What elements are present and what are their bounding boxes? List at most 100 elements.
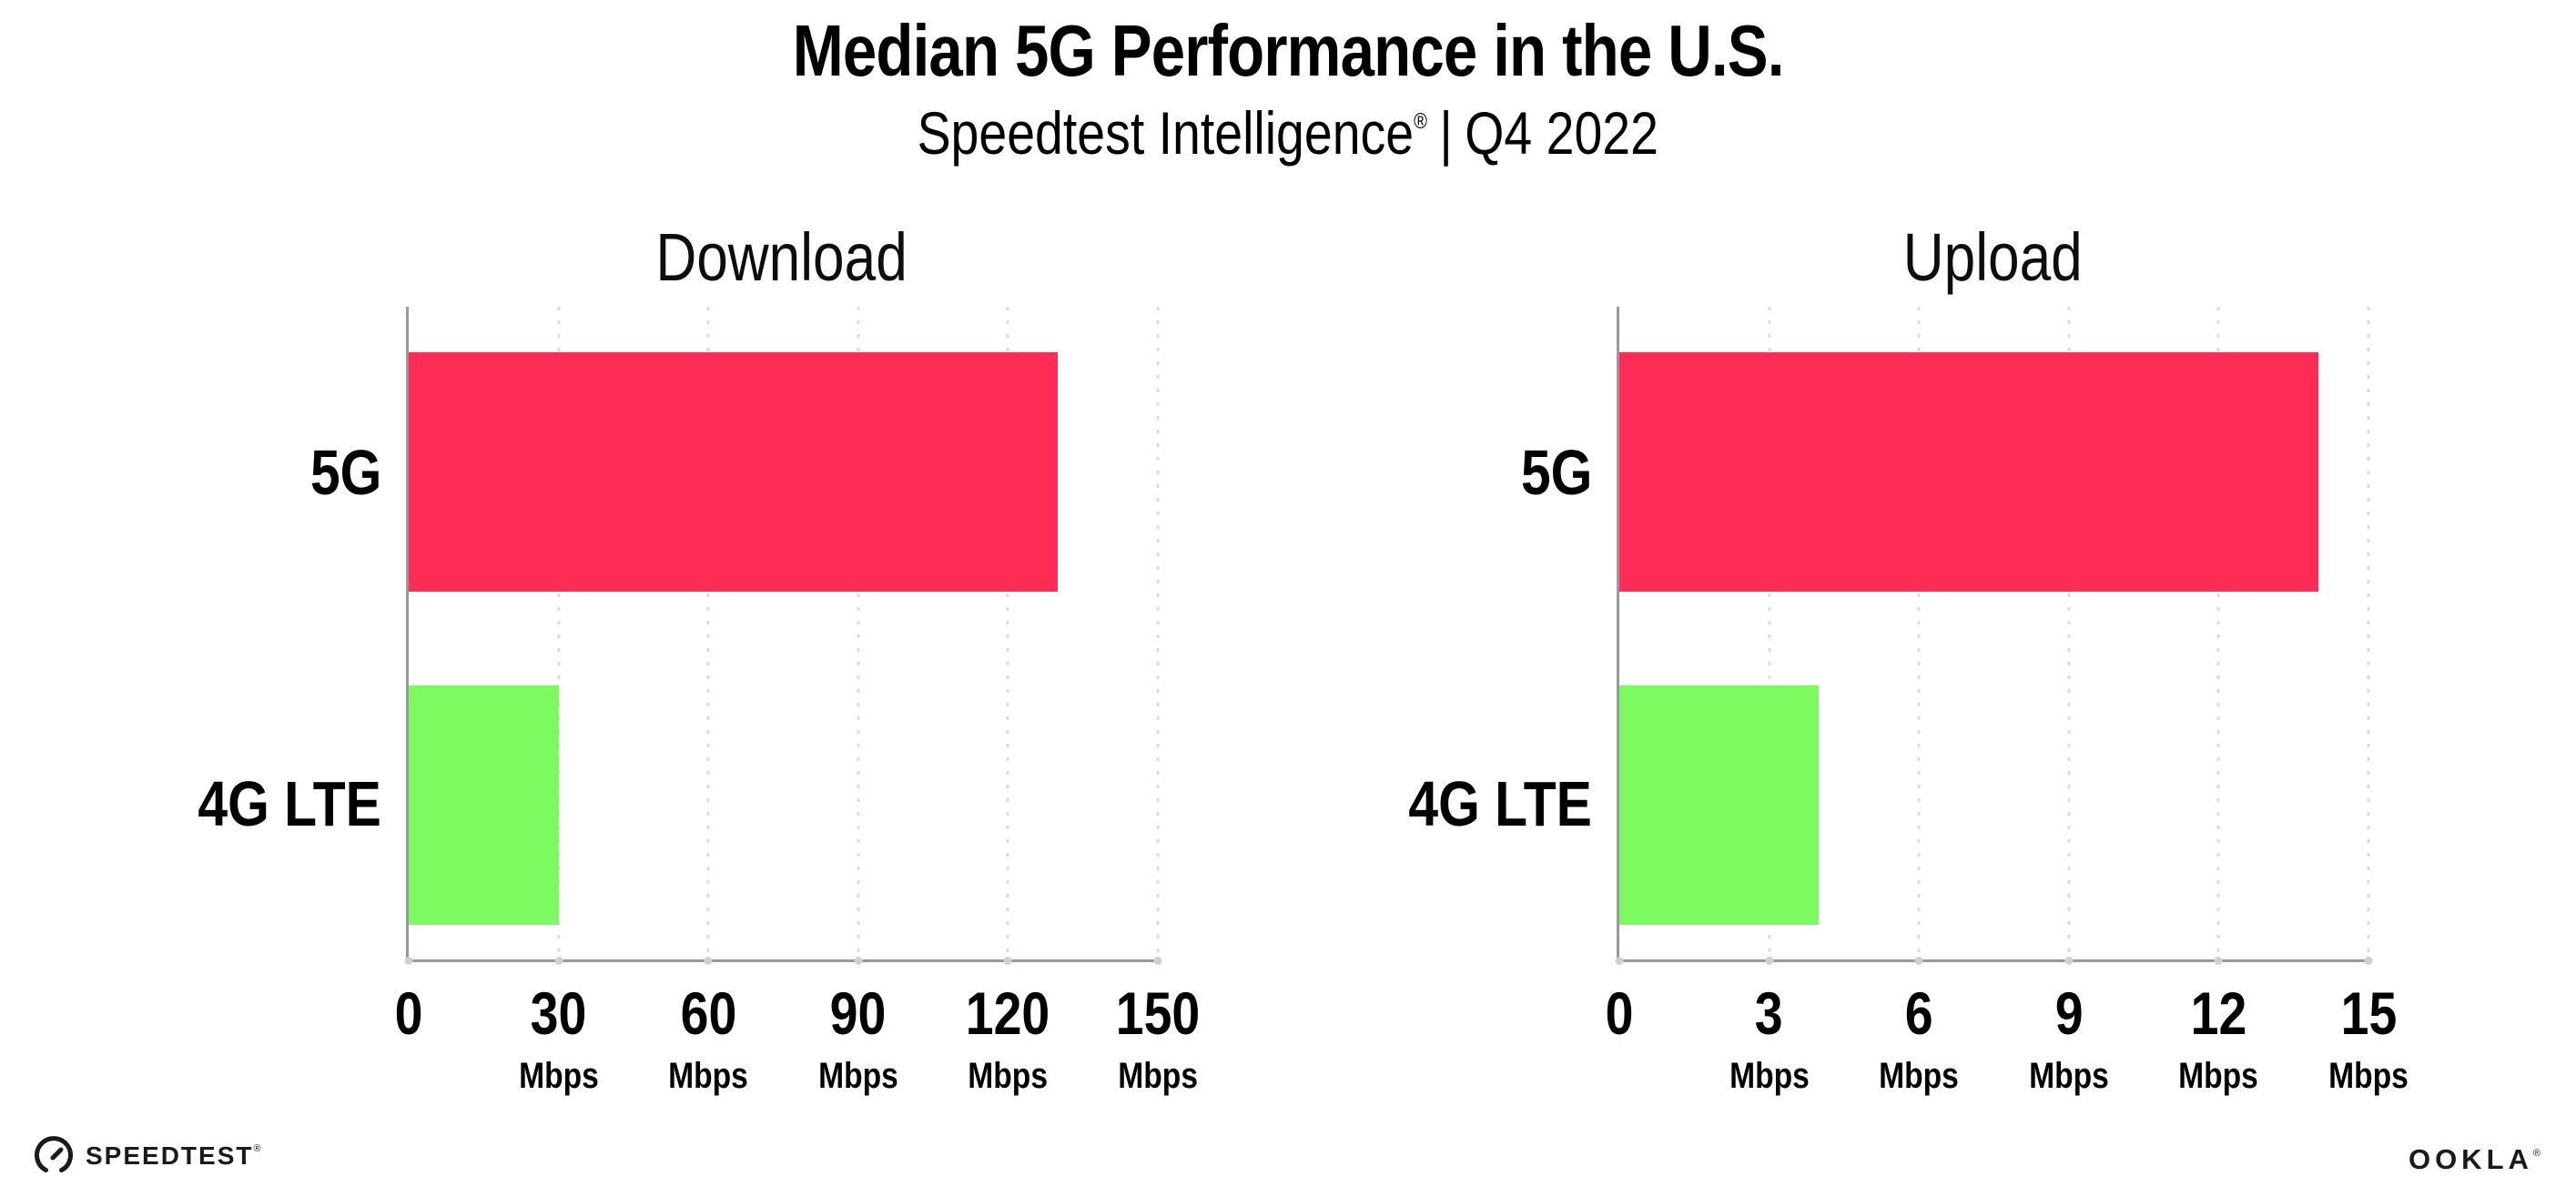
axis-tick-dot-150: [1153, 957, 1162, 965]
gridline-120: [1006, 307, 1009, 959]
x-tick-value: 9: [2022, 983, 2116, 1043]
chart-panel-upload: Upload 5G 4G LTE 0 3 Mbps 6 Mbps 9 Mbps 12 Mbps 15 Mb…: [1409, 224, 2409, 1095]
gridline-150: [1156, 307, 1160, 959]
gridline-9: [2067, 307, 2071, 959]
ookla-registered-mark: ®: [2532, 1148, 2545, 1159]
x-tick-15: 15 Mbps: [2321, 983, 2416, 1094]
speedtest-gauge-icon: [35, 1136, 73, 1172]
x-tick-unit-text: Mbps: [1118, 1056, 1198, 1096]
x-tick-value-text: 30: [530, 979, 587, 1047]
x-tick-unit: Mbps: [811, 1058, 906, 1094]
x-tick-value-text: 6: [1904, 979, 1933, 1047]
x-tick-unit: Mbps: [2022, 1058, 2116, 1094]
x-tick-90: 90 Mbps: [811, 983, 906, 1094]
axis-tick-dot-9: [2064, 957, 2074, 965]
x-tick-unit-text: Mbps: [1879, 1056, 1960, 1096]
page-title: Median 5G Performance in the U.S.: [0, 15, 2576, 87]
x-tick-150: 150 Mbps: [1108, 983, 1208, 1094]
x-tick-3: 3 Mbps: [1721, 983, 1816, 1094]
plot-area-upload: 5G 4G LTE 0 3 Mbps 6 Mbps 9 Mbps 12 Mbps 15 Mbps: [1409, 307, 2409, 1094]
x-tick-value: 30: [511, 983, 605, 1043]
x-tick-unit-text: Mbps: [968, 1056, 1049, 1096]
gridline-12: [2216, 307, 2220, 959]
x-tick-unit: Mbps: [661, 1058, 756, 1094]
x-tick-value-text: 90: [829, 979, 887, 1047]
x-tick-value-text: 60: [680, 979, 737, 1047]
gridline-15: [2367, 307, 2370, 959]
axis-tick-dot-30: [554, 957, 563, 965]
x-tick-9: 9 Mbps: [2022, 983, 2116, 1094]
subtitle-period: Q4 2022: [1465, 99, 1659, 167]
x-tick-value: 0: [392, 983, 426, 1043]
x-tick-value-text: 0: [1605, 979, 1634, 1047]
page-title-text: Median 5G Performance in the U.S.: [792, 10, 1785, 91]
page-subtitle: Speedtest Intelligence® | Q4 2022: [0, 99, 2576, 167]
x-tick-unit-text: Mbps: [2178, 1056, 2259, 1096]
x-tick-value: 6: [1871, 983, 1966, 1043]
gridline-90: [857, 307, 860, 959]
x-tick-0: 0: [392, 983, 426, 1043]
x-tick-120: 120 Mbps: [958, 983, 1058, 1094]
page-subtitle-text: Speedtest Intelligence® | Q4 2022: [917, 99, 1659, 167]
axis-tick-dot-0: [1615, 957, 1624, 965]
category-label-5g: 5G: [297, 441, 381, 504]
category-label-text: 4G LTE: [198, 768, 381, 840]
subtitle-brand: Speedtest Intelligence: [917, 99, 1415, 167]
chart-title-text: Upload: [1902, 219, 2083, 295]
axis-tick-dot-6: [1914, 957, 1923, 965]
gridline-30: [557, 307, 561, 959]
x-tick-value-text: 9: [2054, 979, 2084, 1047]
x-tick-unit-text: Mbps: [2328, 1056, 2409, 1096]
x-tick-value: 120: [958, 983, 1058, 1043]
x-tick-unit: Mbps: [511, 1058, 605, 1094]
x-tick-unit-text: Mbps: [817, 1056, 898, 1096]
x-tick-unit-text: Mbps: [1729, 1056, 1810, 1096]
chart-panel-download: Download 5G 4G LTE 0 30 Mbps 60 Mbps 90 Mbps 120 Mb…: [198, 224, 1201, 1095]
x-tick-60: 60 Mbps: [661, 983, 756, 1094]
bar-5g-upload: [1619, 352, 2319, 593]
category-label-4g-lte: 4G LTE: [1374, 772, 1592, 836]
x-tick-value: 60: [661, 983, 756, 1043]
subtitle-separator: |: [1439, 99, 1454, 167]
x-tick-value: 90: [811, 983, 906, 1043]
x-tick-value-text: 0: [394, 979, 423, 1047]
bar-4g-lte-download: [409, 685, 559, 925]
category-label-5g: 5G: [1507, 441, 1592, 504]
speedtest-wordmark-text: SPEEDTEST: [86, 1141, 254, 1170]
x-tick-value: 150: [1108, 983, 1208, 1043]
bar-4g-lte-upload: [1619, 685, 1820, 925]
x-tick-value-text: 150: [1115, 979, 1201, 1047]
x-tick-value-text: 12: [2190, 979, 2247, 1047]
chart-title-upload: Upload: [1617, 224, 2368, 291]
x-tick-unit-text: Mbps: [668, 1056, 749, 1096]
axis-tick-dot-15: [2364, 957, 2373, 965]
x-tick-unit: Mbps: [1108, 1058, 1208, 1094]
chart-title-download: Download: [406, 224, 1158, 291]
x-tick-value: 15: [2321, 983, 2416, 1043]
header: Median 5G Performance in the U.S. Speedt…: [0, 15, 2576, 165]
x-tick-value-text: 3: [1755, 979, 1784, 1047]
x-tick-unit: Mbps: [958, 1058, 1058, 1094]
category-label-text: 4G LTE: [1408, 768, 1592, 840]
x-tick-unit: Mbps: [2321, 1058, 2416, 1094]
axis-tick-dot-3: [1765, 957, 1774, 965]
x-tick-unit-text: Mbps: [2028, 1056, 2109, 1096]
axis-tick-dot-12: [2214, 957, 2223, 965]
axis-tick-dot-120: [1003, 957, 1012, 965]
x-tick-6: 6 Mbps: [1871, 983, 1966, 1094]
plot-area-download: 5G 4G LTE 0 30 Mbps 60 Mbps 90 Mbps 120 Mbps 150 Mbp…: [198, 307, 1200, 1094]
registered-mark: ®: [1414, 109, 1428, 134]
ookla-wordmark-text: OOKLA: [2408, 1143, 2533, 1175]
speedtest-registered-mark: ®: [253, 1143, 263, 1154]
x-tick-12: 12 Mbps: [2171, 983, 2266, 1094]
axis-tick-dot-90: [854, 957, 863, 965]
gridline-60: [706, 307, 710, 959]
axis-tick-dot-0: [404, 957, 413, 965]
category-label-4g-lte: 4G LTE: [163, 772, 381, 836]
speedtest-wordmark: SPEEDTEST®: [86, 1143, 263, 1169]
chart-title-text: Download: [655, 219, 908, 295]
category-label-text: 5G: [1520, 437, 1592, 509]
speedtest-logo: SPEEDTEST®: [33, 1135, 263, 1177]
x-tick-value-text: 15: [2340, 979, 2397, 1047]
